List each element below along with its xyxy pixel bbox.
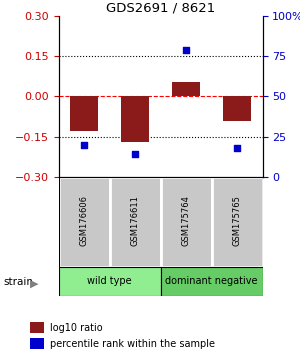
- Bar: [110, 177, 160, 267]
- Bar: [58, 267, 160, 296]
- Text: log10 ratio: log10 ratio: [50, 323, 102, 333]
- Point: [184, 47, 188, 53]
- Bar: [58, 177, 110, 267]
- Text: strain: strain: [3, 278, 33, 287]
- Text: GSM175764: GSM175764: [182, 195, 190, 246]
- Point: [133, 152, 137, 157]
- Bar: [160, 177, 211, 267]
- Text: ▶: ▶: [30, 278, 38, 288]
- Bar: [223, 96, 251, 121]
- Text: GSM176611: GSM176611: [130, 195, 140, 246]
- Bar: [160, 267, 262, 296]
- Text: GSM175765: GSM175765: [232, 195, 242, 246]
- Point: [82, 142, 86, 148]
- Title: GDS2691 / 8621: GDS2691 / 8621: [106, 2, 215, 15]
- Bar: [212, 177, 262, 267]
- Point: [235, 145, 239, 151]
- Bar: [172, 82, 200, 96]
- Bar: [121, 96, 149, 142]
- Bar: [70, 96, 98, 131]
- Text: wild type: wild type: [87, 276, 132, 286]
- Text: GSM176606: GSM176606: [80, 195, 88, 246]
- Text: percentile rank within the sample: percentile rank within the sample: [50, 339, 214, 349]
- Text: dominant negative: dominant negative: [165, 276, 258, 286]
